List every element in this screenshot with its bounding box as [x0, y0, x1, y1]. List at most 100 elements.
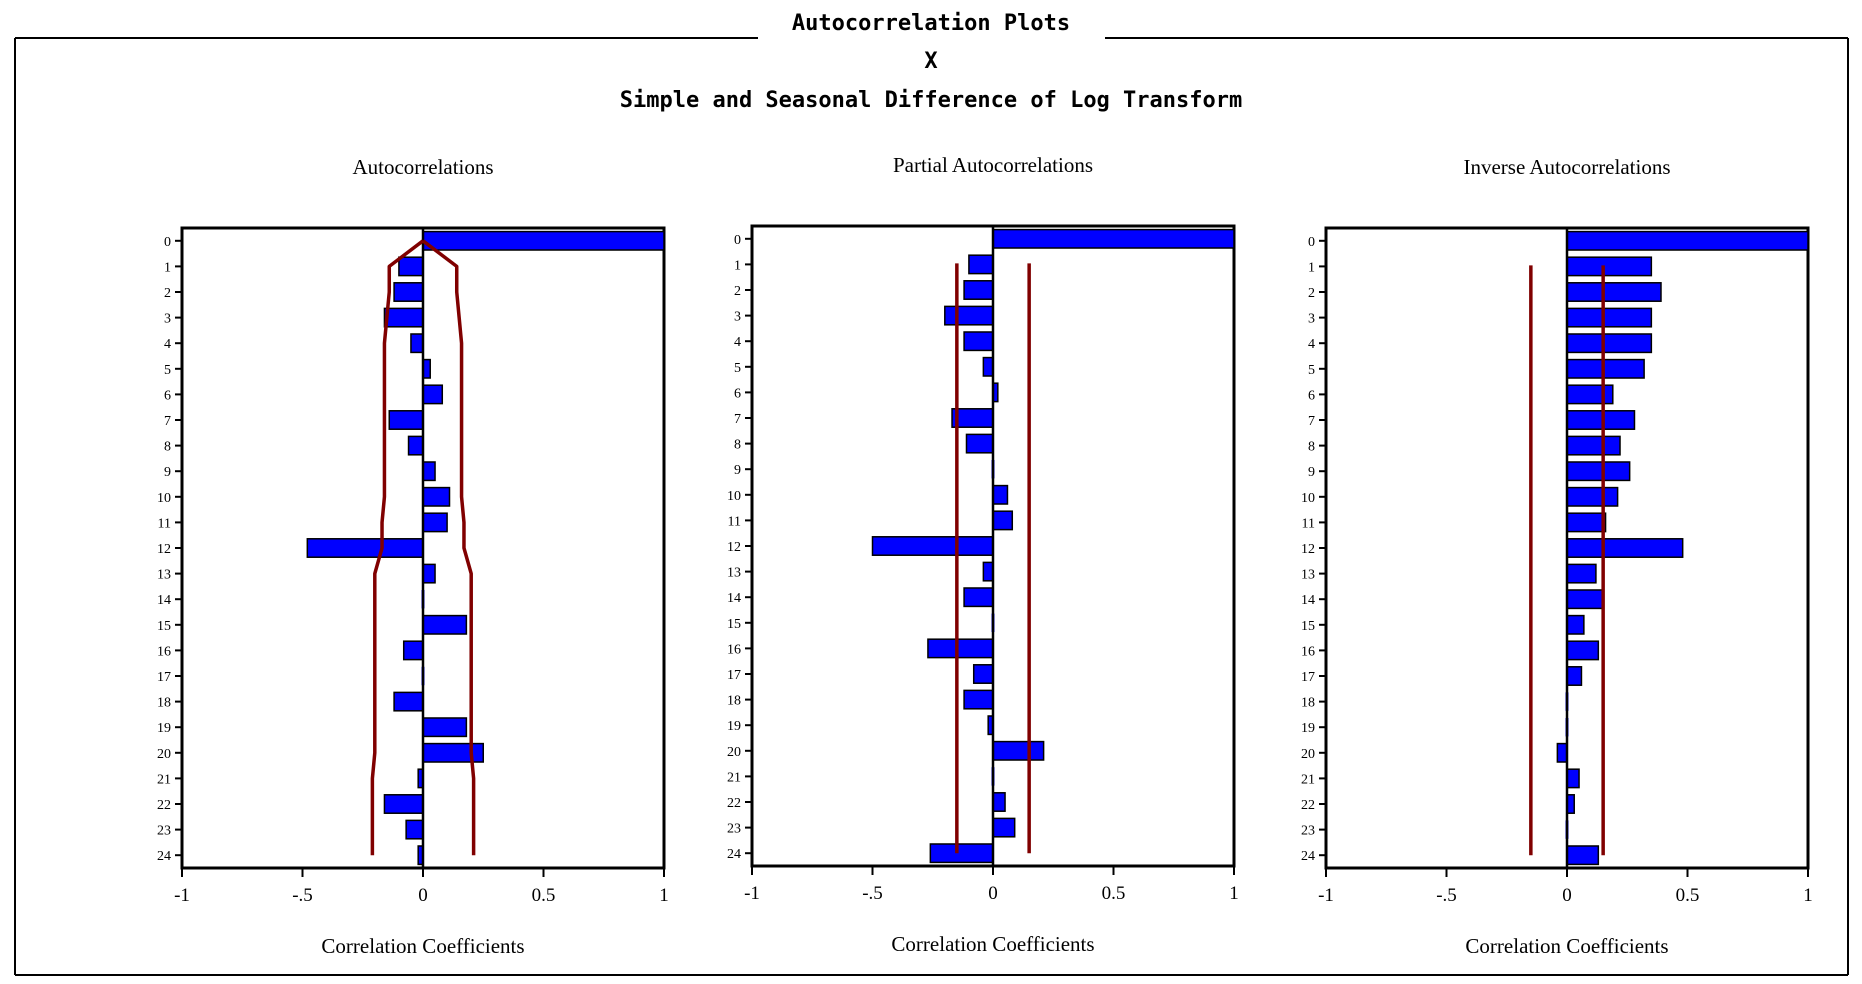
x-tick-label: -1 [744, 883, 760, 904]
y-tick-label: 4 [1308, 337, 1315, 352]
y-tick-label: 23 [727, 822, 741, 837]
y-tick-label: 16 [727, 642, 741, 657]
x-tick-label: 0 [418, 885, 428, 906]
bar [968, 254, 994, 275]
y-tick-label: 13 [157, 568, 171, 583]
x-tick-label: -1 [174, 885, 190, 906]
bar [1566, 410, 1636, 430]
x-tick-label: 0 [988, 883, 998, 904]
bar [422, 717, 468, 738]
y-tick-label: 7 [164, 414, 171, 429]
bar [992, 792, 1006, 812]
x-tick-label: 0 [1562, 885, 1572, 906]
y-tick-label: 6 [164, 388, 171, 403]
bar [1566, 435, 1621, 456]
y-tick-label: 10 [157, 491, 171, 506]
y-tick-label: 4 [164, 337, 171, 352]
y-tick-label: 22 [727, 796, 741, 811]
y-tick-label: 13 [1301, 568, 1315, 583]
y-tick-label: 18 [157, 696, 171, 711]
bar [992, 228, 1235, 249]
x-tick-label: 1 [659, 885, 669, 906]
y-tick-label: 17 [157, 670, 171, 685]
y-tick-label: 6 [1308, 388, 1315, 403]
x-tick-label: -.5 [292, 885, 313, 906]
bar [929, 843, 994, 864]
y-tick-label: 22 [1301, 798, 1315, 813]
chart-title: Autocorrelations [352, 155, 493, 179]
x-tick-label: -1 [1318, 885, 1334, 906]
y-tick-label: 18 [727, 694, 741, 709]
y-tick-label: 9 [164, 465, 171, 480]
y-tick-label: 5 [164, 363, 171, 378]
x-tick-label: 1 [1229, 883, 1239, 904]
bar [422, 461, 436, 482]
y-tick-label: 1 [164, 260, 171, 275]
y-tick-label: 14 [157, 593, 171, 608]
bar [410, 333, 424, 354]
bar [1566, 845, 1600, 866]
y-tick-label: 23 [1301, 824, 1315, 839]
bar [963, 331, 994, 352]
y-tick-label: 21 [727, 770, 741, 785]
y-tick-label: 1 [734, 258, 741, 273]
bar [422, 742, 484, 763]
y-tick-label: 11 [1302, 516, 1315, 531]
bar [1566, 307, 1653, 328]
bar [963, 280, 994, 300]
y-tick-label: 5 [734, 361, 741, 376]
x-tick-label: 0.5 [532, 885, 556, 906]
y-tick-label: 14 [727, 591, 741, 606]
y-tick-label: 23 [157, 824, 171, 839]
x-axis-title: Correlation Coefficients [891, 932, 1094, 956]
y-tick-label: 24 [157, 849, 171, 864]
bar [1566, 666, 1583, 686]
y-tick-label: 19 [157, 721, 171, 736]
y-tick-label: 0 [164, 235, 171, 250]
bar [306, 538, 424, 558]
x-axis-title: Correlation Coefficients [1465, 934, 1668, 958]
y-tick-label: 0 [734, 233, 741, 248]
y-tick-label: 10 [727, 489, 741, 504]
y-tick-label: 2 [1308, 286, 1315, 301]
bar [1566, 282, 1662, 302]
bar [944, 305, 994, 326]
bar [407, 435, 424, 456]
y-tick-label: 15 [1301, 619, 1315, 634]
y-tick-label: 17 [727, 668, 741, 683]
bar [1566, 256, 1653, 277]
bar [992, 510, 1014, 531]
bar [383, 307, 424, 328]
bar [963, 689, 994, 710]
bar [383, 794, 424, 814]
bar [393, 691, 424, 712]
y-tick-label: 15 [727, 617, 741, 632]
bar [982, 356, 994, 377]
x-tick-label: 1 [1803, 885, 1813, 906]
x-tick-label: -.5 [862, 883, 883, 904]
bar [1566, 230, 1809, 251]
bar [1566, 333, 1653, 354]
y-tick-label: 21 [157, 772, 171, 787]
bar [1566, 358, 1645, 379]
figure-subtitle: Simple and Seasonal Difference of Log Tr… [620, 88, 1243, 113]
y-tick-label: 16 [1301, 644, 1315, 659]
y-tick-label: 16 [157, 644, 171, 659]
figure-title: Autocorrelation Plots [792, 11, 1070, 36]
y-tick-label: 8 [734, 438, 741, 453]
y-tick-label: 21 [1301, 772, 1315, 787]
y-tick-label: 22 [157, 798, 171, 813]
y-tick-label: 2 [164, 286, 171, 301]
bar [402, 640, 424, 661]
bar [992, 740, 1045, 761]
bar [422, 614, 468, 635]
chart-panels: Autocorrelations012345678910111213141516… [157, 153, 1813, 958]
y-tick-label: 24 [727, 847, 741, 862]
x-tick-label: 0.5 [1676, 885, 1700, 906]
y-tick-label: 18 [1301, 696, 1315, 711]
y-tick-label: 12 [157, 542, 171, 557]
y-tick-label: 7 [1308, 414, 1315, 429]
bar [405, 819, 424, 840]
bar [965, 433, 994, 454]
y-tick-label: 3 [164, 312, 171, 327]
